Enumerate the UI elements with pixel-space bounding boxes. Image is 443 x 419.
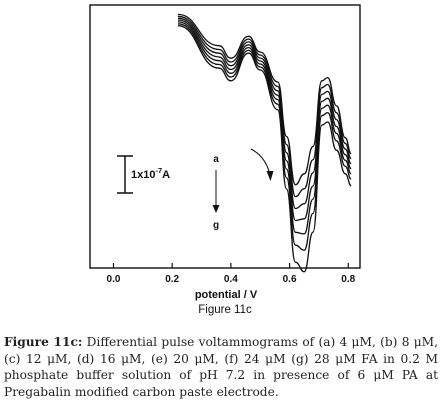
curves-group	[177, 13, 352, 273]
x-tick-label: 0.2	[165, 274, 179, 285]
series-direction-arrow: a g	[212, 154, 220, 231]
plot-frame	[89, 4, 361, 269]
curve-c	[177, 17, 352, 210]
arrow-label-g: g	[213, 220, 219, 231]
x-tick-label: 0.4	[224, 274, 238, 285]
caption-lead: Figure 11c:	[4, 335, 83, 349]
curve-e	[177, 21, 352, 235]
scale-bar: 1x10-7A	[117, 155, 170, 194]
curve-b	[177, 15, 352, 198]
curve-d	[177, 19, 352, 222]
scale-bar-label: 1x10-7A	[131, 166, 170, 181]
arrow-label-a: a	[213, 154, 219, 165]
x-tick-label: 0.6	[283, 274, 297, 285]
curve-f	[177, 23, 352, 251]
curve-g	[177, 25, 352, 273]
figure: 0.0 0.2 0.4 0.6 0.8 potential / V Figure 11c…	[89, 4, 361, 316]
curved-arrow	[250, 148, 274, 181]
caption-text: Differential pulse voltammograms of (a) …	[4, 335, 438, 399]
x-axis-label: potential / V	[195, 289, 258, 301]
figure-label: Figure 11c	[198, 304, 252, 316]
curve-a	[177, 13, 352, 186]
x-tick-label: 0.0	[107, 274, 121, 285]
voltammogram-chart: 0.0 0.2 0.4 0.6 0.8 potential / V Figure 11c…	[89, 4, 361, 316]
x-tick-label: 0.8	[341, 274, 355, 285]
figure-caption: Figure 11c: Differential pulse voltammog…	[4, 334, 438, 400]
x-axis-ticks: 0.0 0.2 0.4 0.6 0.8	[107, 263, 356, 285]
